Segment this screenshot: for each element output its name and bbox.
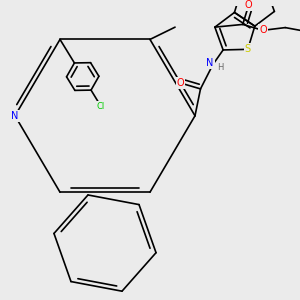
Text: N: N — [206, 58, 214, 68]
Text: S: S — [245, 44, 251, 54]
Text: N: N — [11, 111, 19, 121]
Text: O: O — [259, 25, 267, 35]
Text: O: O — [245, 0, 253, 10]
Text: Cl: Cl — [97, 102, 105, 111]
Text: O: O — [177, 78, 184, 88]
Text: H: H — [217, 63, 223, 72]
